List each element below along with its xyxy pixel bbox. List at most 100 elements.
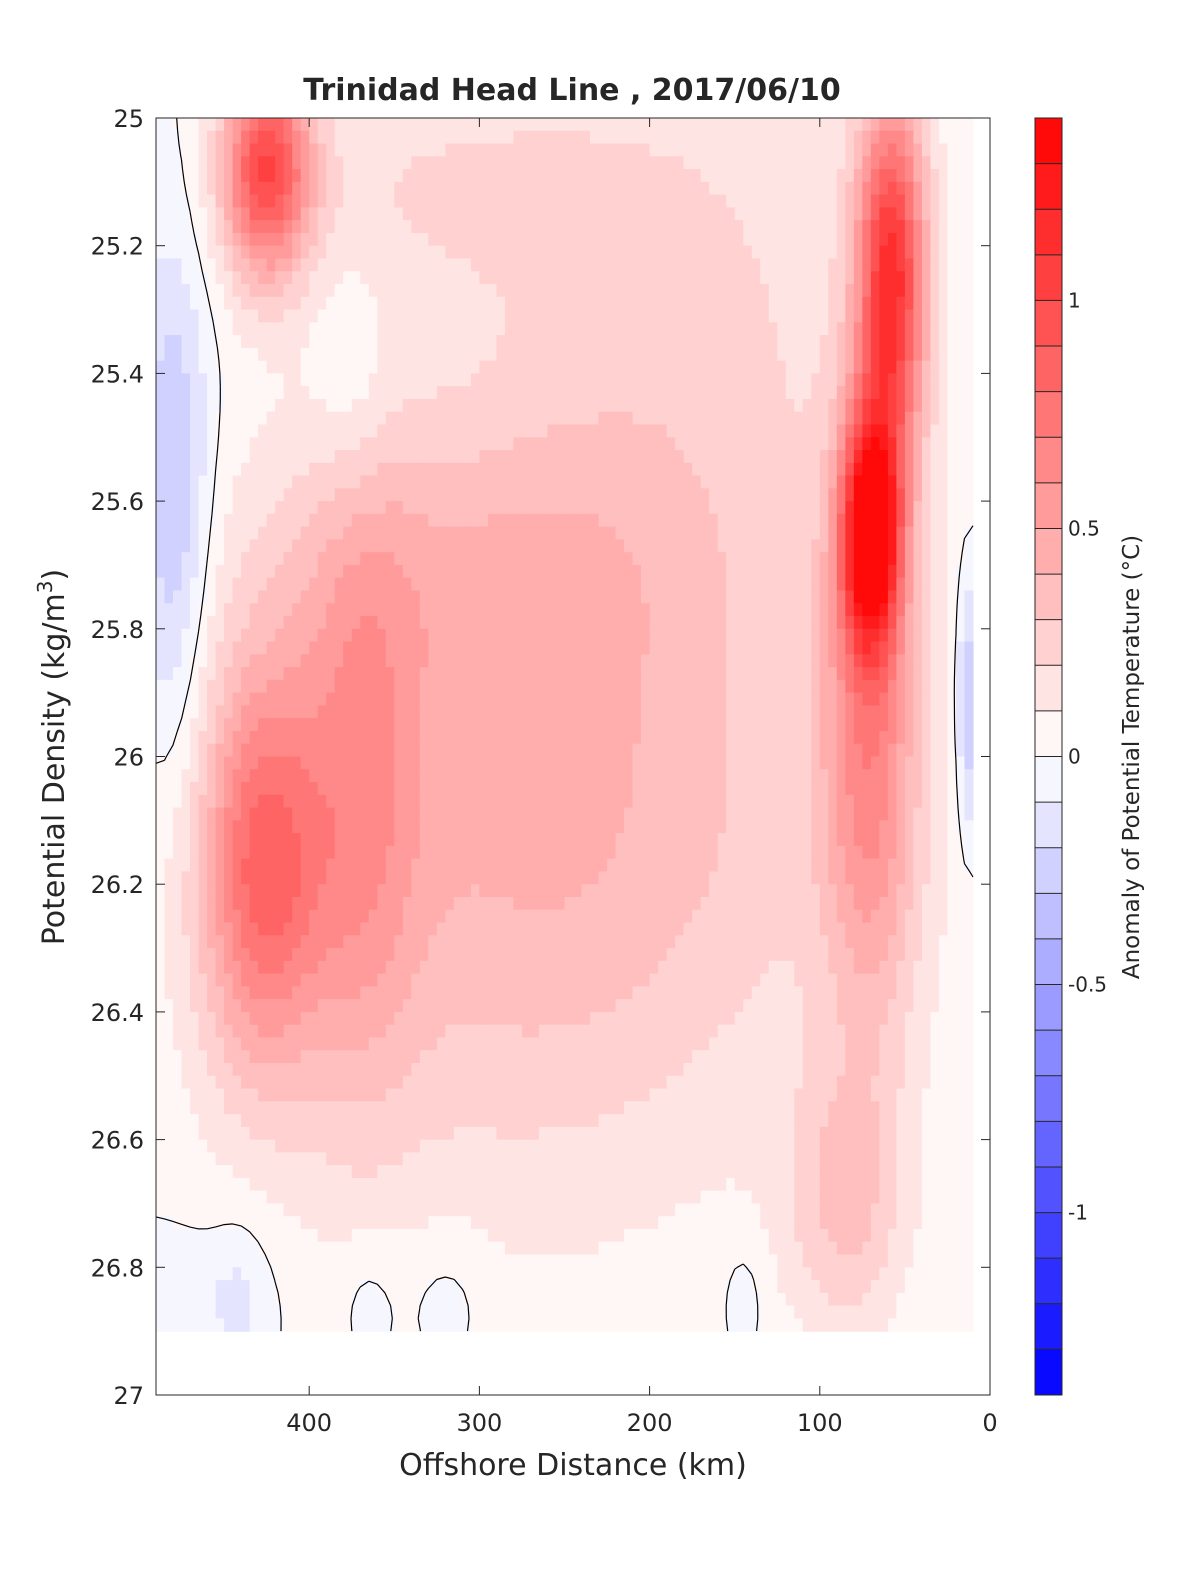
heatmap-cell xyxy=(496,743,506,758)
heatmap-cell xyxy=(964,437,974,451)
heatmap-cell xyxy=(224,718,234,732)
heatmap-cell xyxy=(266,616,276,630)
heatmap-cell xyxy=(564,296,574,311)
heatmap-cell xyxy=(938,309,949,323)
heatmap-cell xyxy=(334,552,344,566)
heatmap-cell xyxy=(581,705,591,719)
heatmap-cell xyxy=(658,513,668,528)
heatmap-cell xyxy=(402,450,412,464)
heatmap-cell xyxy=(853,756,863,770)
heatmap-cell xyxy=(564,424,574,438)
heatmap-cell xyxy=(181,616,191,630)
heatmap-cell xyxy=(521,437,532,451)
heatmap-cell xyxy=(734,309,744,323)
heatmap-cell xyxy=(555,577,566,592)
heatmap-cell xyxy=(360,181,370,196)
heatmap-cell xyxy=(590,667,600,681)
heatmap-cell xyxy=(683,181,693,196)
heatmap-cell xyxy=(428,590,438,604)
heatmap-cell xyxy=(853,220,863,234)
heatmap-cell xyxy=(794,552,804,566)
heatmap-cell xyxy=(649,692,659,707)
heatmap-cell xyxy=(530,616,540,630)
heatmap-cell xyxy=(547,258,557,272)
heatmap-cell xyxy=(436,309,446,323)
heatmap-cell xyxy=(385,398,395,413)
heatmap-cell xyxy=(232,462,242,477)
heatmap-cell xyxy=(607,207,617,221)
heatmap-cell xyxy=(811,488,821,502)
heatmap-cell xyxy=(624,718,634,732)
heatmap-cell xyxy=(479,156,489,170)
heatmap-cell xyxy=(547,143,557,157)
heatmap-cell xyxy=(913,679,923,694)
heatmap-cell xyxy=(700,232,710,247)
heatmap-cell xyxy=(173,437,183,451)
heatmap-cell xyxy=(768,641,778,655)
heatmap-cell xyxy=(419,667,429,681)
heatmap-cell xyxy=(734,207,744,221)
heatmap-cell xyxy=(649,552,659,566)
heatmap-cell xyxy=(743,743,753,758)
heatmap-cell xyxy=(879,513,889,528)
heatmap-cell xyxy=(411,654,421,668)
heatmap-cell xyxy=(649,577,659,592)
heatmap-cell xyxy=(232,743,242,758)
heatmap-cell xyxy=(590,654,600,668)
heatmap-cell xyxy=(504,718,515,732)
heatmap-cell xyxy=(802,207,812,221)
heatmap-cell xyxy=(692,194,702,208)
heatmap-cell xyxy=(870,411,880,426)
heatmap-cell xyxy=(309,347,319,362)
heatmap-cell xyxy=(675,220,685,234)
heatmap-cell xyxy=(521,207,532,221)
heatmap-cell xyxy=(700,616,710,630)
heatmap-cell xyxy=(470,679,480,694)
heatmap-cell xyxy=(564,156,574,170)
heatmap-cell xyxy=(479,539,489,553)
heatmap-cell xyxy=(921,539,932,553)
heatmap-cell xyxy=(368,743,378,758)
heatmap-cell xyxy=(632,501,642,515)
heatmap-cell xyxy=(368,730,378,745)
heatmap-cell xyxy=(947,386,957,400)
heatmap-cell xyxy=(521,513,532,528)
heatmap-cell xyxy=(947,641,957,655)
heatmap-cell xyxy=(241,462,251,477)
heatmap-cell xyxy=(156,462,166,477)
heatmap-cell xyxy=(283,245,293,260)
heatmap-cell xyxy=(615,181,625,196)
heatmap-cell xyxy=(777,501,787,515)
heatmap-cell xyxy=(734,437,744,451)
heatmap-cell xyxy=(181,296,191,311)
heatmap-cell xyxy=(751,743,761,758)
heatmap-cell xyxy=(641,616,651,630)
heatmap-cell xyxy=(819,194,829,208)
heatmap-cell xyxy=(955,169,966,183)
heatmap-cell xyxy=(896,564,906,579)
heatmap-cell xyxy=(658,488,668,502)
heatmap-cell xyxy=(828,386,838,400)
heatmap-cell xyxy=(709,616,719,630)
heatmap-cell xyxy=(215,284,225,298)
heatmap-cell xyxy=(573,488,583,502)
heatmap-cell xyxy=(658,590,668,604)
heatmap-cell xyxy=(930,628,940,643)
heatmap-cell xyxy=(675,539,685,553)
heatmap-cell xyxy=(360,245,370,260)
heatmap-cell xyxy=(538,603,549,617)
heatmap-cell xyxy=(734,296,744,311)
heatmap-cell xyxy=(351,526,361,541)
heatmap-cell xyxy=(419,181,429,196)
heatmap-cell xyxy=(947,692,957,707)
heatmap-cell xyxy=(385,590,395,604)
heatmap-cell xyxy=(751,347,761,362)
heatmap-cell xyxy=(513,296,523,311)
heatmap-cell xyxy=(904,437,915,451)
heatmap-cell xyxy=(283,335,293,349)
heatmap-cell xyxy=(496,462,506,477)
heatmap-cell xyxy=(283,564,293,579)
heatmap-cell xyxy=(590,616,600,630)
heatmap-cell xyxy=(419,386,429,400)
heatmap-cell xyxy=(921,730,932,745)
